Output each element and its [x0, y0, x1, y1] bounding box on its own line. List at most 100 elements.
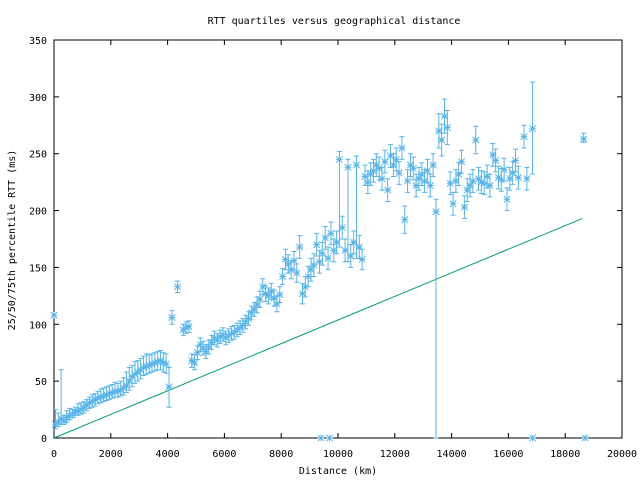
median-point	[350, 238, 358, 246]
x-tick-label: 18000	[550, 449, 580, 460]
median-point	[421, 177, 429, 185]
median-point	[463, 186, 471, 194]
median-point	[191, 359, 199, 367]
median-point	[509, 169, 517, 177]
median-point	[466, 182, 474, 190]
outlier-point	[528, 434, 537, 442]
median-point	[321, 234, 329, 242]
median-point	[105, 390, 113, 398]
zero-rtt-series	[317, 434, 589, 442]
median-point	[74, 407, 82, 415]
x-axis-label: Distance (km)	[299, 466, 377, 477]
median-point	[440, 112, 449, 120]
median-point	[361, 172, 369, 181]
median-point	[276, 291, 284, 299]
median-point	[489, 151, 497, 159]
median-point	[139, 363, 148, 372]
median-point	[94, 394, 102, 402]
median-point	[315, 258, 324, 266]
y-tick-label: 250	[29, 150, 47, 161]
median-point	[511, 156, 520, 165]
median-point	[352, 161, 361, 169]
median-point	[259, 283, 267, 291]
median-point	[267, 287, 275, 295]
median-point	[438, 136, 446, 144]
x-tick-label: 0	[51, 449, 57, 460]
median-point	[256, 295, 264, 303]
median-point	[355, 243, 363, 251]
median-point	[338, 224, 346, 232]
median-point	[159, 359, 167, 367]
median-point	[469, 177, 477, 185]
median-point	[423, 167, 432, 175]
median-point	[347, 252, 355, 260]
median-point	[369, 167, 378, 175]
median-point	[446, 179, 454, 187]
y-axis-label: 25/50/75th percentile RTT (ms)	[7, 150, 18, 331]
median-point	[142, 362, 150, 370]
median-point	[108, 388, 116, 397]
error-bar	[433, 198, 439, 439]
median-point	[333, 238, 341, 246]
median-point	[122, 382, 130, 390]
median-point	[580, 135, 588, 143]
x-tick-label: 8000	[269, 449, 293, 460]
median-point	[480, 179, 488, 187]
median-point	[520, 133, 528, 141]
y-tick-label: 300	[29, 93, 47, 104]
median-point	[304, 272, 312, 281]
outlier-point	[325, 434, 334, 442]
median-point	[205, 343, 213, 351]
median-point	[151, 359, 159, 367]
median-point	[429, 161, 437, 169]
y-tick-label: 200	[29, 207, 47, 218]
median-point	[457, 158, 466, 166]
error-bar	[345, 158, 351, 263]
median-point	[398, 144, 406, 152]
median-point	[293, 269, 301, 277]
median-point	[287, 266, 295, 274]
error-bar	[123, 371, 129, 394]
median-point	[307, 266, 315, 274]
median-point	[389, 161, 397, 169]
lower-bound-line	[53, 218, 583, 439]
x-tick-label: 16000	[493, 449, 523, 460]
median-point	[281, 255, 290, 264]
median-point	[483, 172, 491, 181]
median-point	[227, 329, 236, 337]
median-point	[202, 348, 210, 356]
x-tick-label: 12000	[380, 449, 410, 460]
median-point	[148, 360, 156, 368]
median-point	[284, 260, 292, 268]
median-point	[404, 177, 412, 185]
median-point	[324, 254, 332, 262]
median-point	[443, 124, 451, 132]
median-point	[100, 392, 108, 400]
median-point	[298, 290, 307, 298]
y-tick-label: 50	[35, 377, 47, 388]
median-point	[418, 170, 426, 178]
median-point	[273, 300, 281, 308]
outlier-point	[581, 434, 589, 442]
median-point	[173, 283, 182, 291]
error-bar	[336, 150, 342, 248]
median-point	[341, 246, 349, 254]
median-point	[168, 313, 176, 322]
x-tick-label: 4000	[156, 449, 180, 460]
median-point	[435, 127, 443, 135]
median-point	[412, 182, 420, 190]
median-point	[270, 294, 278, 302]
x-tick-label: 14000	[437, 449, 467, 460]
median-point	[460, 203, 468, 211]
y-tick-label: 100	[29, 320, 47, 331]
y-tick-label: 350	[29, 36, 47, 47]
median-point	[50, 311, 58, 319]
median-point	[154, 358, 162, 366]
median-point	[102, 391, 111, 399]
median-point	[395, 169, 403, 177]
median-point	[415, 175, 423, 183]
median-point	[401, 216, 409, 224]
median-point	[364, 178, 372, 186]
median-point	[492, 156, 500, 165]
